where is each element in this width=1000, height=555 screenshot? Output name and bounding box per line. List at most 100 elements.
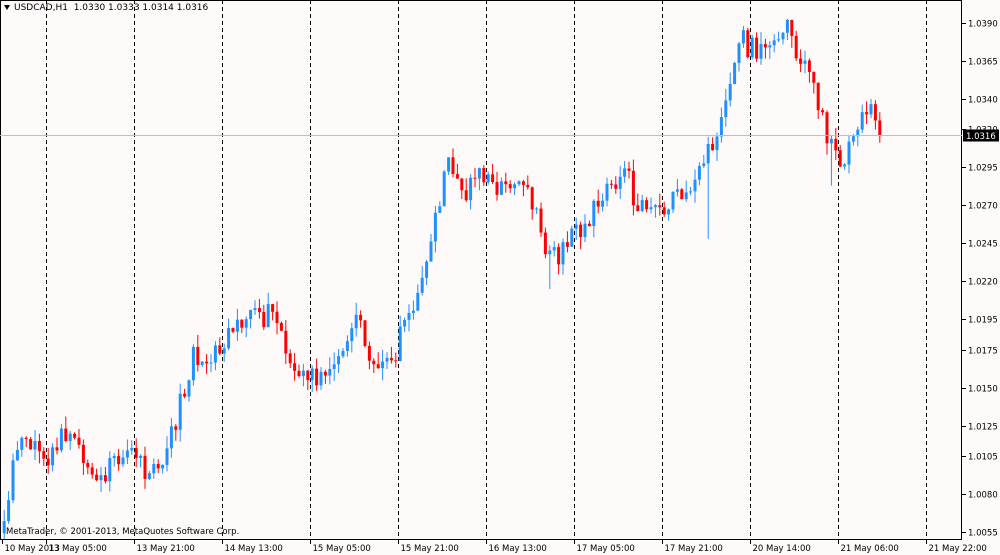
candle-body: [649, 207, 653, 210]
candle-body: [486, 174, 490, 183]
candle-body: [420, 277, 424, 293]
candle-body: [121, 457, 125, 465]
candle-body: [491, 174, 495, 182]
candle-body: [570, 228, 574, 247]
candle-body: [429, 241, 433, 262]
candle-body: [376, 364, 380, 369]
candle-body: [367, 345, 371, 361]
candle-body: [284, 330, 288, 354]
candle-body: [636, 205, 640, 211]
candle-body: [640, 200, 644, 211]
candle-body: [288, 353, 292, 364]
candle-body: [772, 40, 776, 46]
candle-body: [411, 310, 415, 313]
candle-body: [306, 370, 310, 381]
candle-body: [706, 144, 710, 164]
current-price-box: [963, 129, 999, 142]
candle-body: [790, 19, 794, 36]
candle-body: [517, 181, 521, 185]
candle-body: [328, 368, 332, 376]
candle-body: [279, 322, 283, 331]
x-axis-label: 14 May 13:00: [225, 544, 283, 554]
candle-body: [341, 350, 345, 357]
candle-body: [68, 433, 72, 442]
candle-body: [447, 157, 451, 172]
candle-body: [807, 60, 811, 72]
x-axis-label: 17 May 21:00: [665, 544, 723, 554]
candle-body: [297, 370, 301, 377]
candle-body: [697, 165, 701, 180]
candle-body: [680, 189, 684, 200]
candle-body: [499, 181, 503, 195]
copyright-notice: MetaTrader, © 2001-2013, MetaQuotes Soft…: [6, 527, 240, 537]
candle-body: [781, 32, 785, 40]
x-axis-label: 17 May 05:00: [577, 544, 635, 554]
candle-body: [95, 474, 99, 481]
candle-body: [631, 170, 635, 206]
candle-body: [689, 191, 693, 193]
y-axis-label: 1.0080: [968, 491, 998, 501]
candle-body: [11, 460, 15, 501]
candle-body: [200, 361, 204, 365]
candle-body: [147, 473, 151, 479]
candle-body: [693, 179, 697, 192]
candle-body: [535, 208, 539, 210]
candle-body: [240, 319, 244, 328]
chevron-down-icon[interactable]: [4, 5, 10, 10]
candle-body: [579, 224, 583, 238]
x-axis-label: 10 May 2013: [5, 544, 60, 554]
candle-body: [724, 100, 728, 118]
candle-body: [46, 458, 50, 466]
candle-body: [112, 456, 116, 459]
candle-body: [244, 319, 248, 328]
candle-body: [51, 447, 55, 466]
candle-body: [407, 312, 411, 320]
candle-body: [653, 205, 657, 208]
candle-body: [627, 168, 631, 171]
candle-body: [715, 136, 719, 151]
y-axis-label: 1.0295: [968, 164, 998, 174]
candle-body: [425, 261, 429, 278]
candle-body: [825, 112, 829, 144]
candle-body: [359, 314, 363, 321]
candle-body: [557, 247, 561, 265]
y-axis-label: 1.0105: [968, 453, 998, 463]
candle-body: [662, 207, 666, 215]
y-axis-label: 1.0340: [968, 96, 998, 106]
candle-body: [37, 440, 41, 452]
candle-body: [838, 150, 842, 167]
candle-body: [275, 311, 279, 323]
candle-body: [20, 437, 24, 450]
candle-body: [596, 200, 600, 207]
candle-body: [702, 163, 706, 166]
candle-body: [812, 71, 816, 83]
candle-body: [310, 368, 314, 381]
candle-body: [442, 171, 446, 207]
candle-body: [24, 437, 28, 440]
candle-body: [746, 30, 750, 58]
candle-body: [609, 183, 613, 185]
candle-body: [64, 428, 68, 442]
candle-body: [90, 467, 94, 475]
candle-body: [565, 242, 569, 247]
candle-body: [821, 110, 825, 113]
candle-body: [117, 456, 121, 465]
candle-body: [618, 176, 622, 189]
candle-body: [381, 361, 385, 369]
candle-body: [130, 448, 134, 451]
x-axis-label: 15 May 05:00: [313, 544, 371, 554]
candle-body: [433, 212, 437, 242]
candle-body: [438, 206, 442, 213]
candle-body: [187, 380, 191, 397]
y-axis-label: 1.0175: [968, 347, 998, 357]
x-axis-label: 21 May 06:00: [841, 544, 899, 554]
candle-body: [156, 463, 160, 469]
candle-body: [675, 189, 679, 192]
candle-body: [271, 304, 275, 312]
candle-body: [77, 437, 81, 445]
candle-body: [191, 346, 195, 381]
candle-body: [763, 44, 767, 48]
candle-body: [249, 310, 253, 320]
y-axis-label: 1.0320: [968, 126, 998, 136]
